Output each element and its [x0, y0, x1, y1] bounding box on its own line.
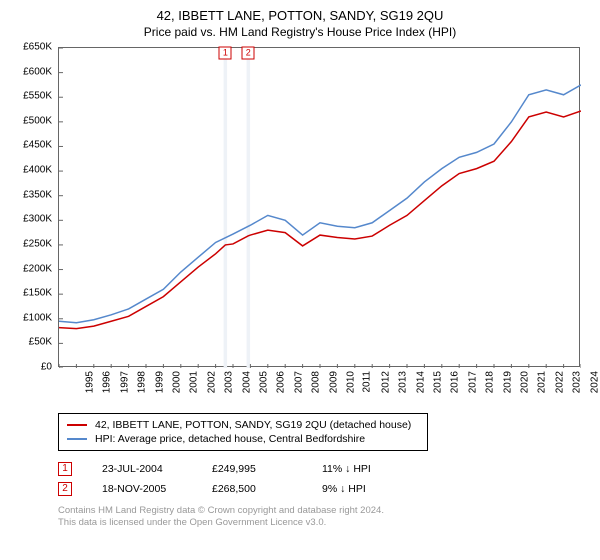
x-axis-label: 2021: [537, 371, 548, 393]
footnote: Contains HM Land Registry data © Crown c…: [58, 505, 590, 530]
x-axis-label: 1996: [102, 371, 113, 393]
x-axis-label: 2024: [589, 371, 600, 393]
sale-date: 23-JUL-2004: [102, 463, 182, 475]
plot-area: 12: [58, 47, 580, 367]
y-axis-label: £250K: [10, 238, 52, 249]
x-axis-label: 2006: [276, 371, 287, 393]
y-axis-label: £300K: [10, 214, 52, 225]
legend-label-hpi: HPI: Average price, detached house, Cent…: [95, 433, 365, 445]
sale-diff: 11% ↓ HPI: [322, 463, 402, 475]
sale-marker-1: 1: [58, 462, 72, 476]
legend-swatch-hpi: [67, 438, 87, 440]
y-axis-label: £600K: [10, 66, 52, 77]
legend-label-property: 42, IBBETT LANE, POTTON, SANDY, SG19 2QU…: [95, 419, 411, 431]
x-axis-label: 2015: [432, 371, 443, 393]
footnote-line: This data is licensed under the Open Gov…: [58, 517, 590, 529]
chart-sale-marker: 1: [219, 46, 232, 59]
table-row: 2 18-NOV-2005 £268,500 9% ↓ HPI: [58, 479, 590, 499]
x-axis-label: 2005: [258, 371, 269, 393]
x-axis-label: 2011: [362, 371, 373, 393]
y-axis-label: £500K: [10, 115, 52, 126]
sale-price: £249,995: [212, 463, 292, 475]
legend-swatch-property: [67, 424, 87, 426]
y-axis-label: £100K: [10, 312, 52, 323]
chart-sale-marker: 2: [242, 46, 255, 59]
sale-marker-2: 2: [58, 482, 72, 496]
x-axis-label: 2014: [415, 371, 426, 393]
y-axis-label: £0: [10, 362, 52, 373]
chart-area: 12 £0 £50K £100K £150K £200K £250K £300K £350K £…: [10, 47, 590, 407]
x-axis-label: 2010: [345, 371, 356, 393]
x-axis-label: 2002: [206, 371, 217, 393]
x-axis-label: 2012: [380, 371, 391, 393]
y-axis-label: £200K: [10, 263, 52, 274]
x-axis-label: 2004: [241, 371, 252, 393]
footnote-line: Contains HM Land Registry data © Crown c…: [58, 505, 590, 517]
y-axis-label: £450K: [10, 140, 52, 151]
sale-diff: 9% ↓ HPI: [322, 483, 402, 495]
y-axis-label: £50K: [10, 337, 52, 348]
chart-title: 42, IBBETT LANE, POTTON, SANDY, SG19 2QU: [10, 8, 590, 23]
y-axis-label: £400K: [10, 165, 52, 176]
x-axis-label: 2022: [554, 371, 565, 393]
x-axis-label: 1998: [136, 371, 147, 393]
legend-item-hpi: HPI: Average price, detached house, Cent…: [67, 432, 419, 446]
x-axis-label: 2020: [519, 371, 530, 393]
x-axis-label: 2019: [502, 371, 513, 393]
sale-date: 18-NOV-2005: [102, 483, 182, 495]
x-axis-label: 2016: [450, 371, 461, 393]
x-axis-label: 2023: [571, 371, 582, 393]
x-axis-label: 1995: [84, 371, 95, 393]
plot-svg: [59, 48, 581, 368]
x-axis-label: 2009: [328, 371, 339, 393]
sale-price: £268,500: [212, 483, 292, 495]
y-axis-label: £550K: [10, 91, 52, 102]
x-axis-label: 2003: [223, 371, 234, 393]
table-row: 1 23-JUL-2004 £249,995 11% ↓ HPI: [58, 459, 590, 479]
x-axis-label: 2018: [484, 371, 495, 393]
x-axis-label: 2017: [467, 371, 478, 393]
x-axis-label: 2013: [397, 371, 408, 393]
chart-container: 42, IBBETT LANE, POTTON, SANDY, SG19 2QU…: [0, 0, 600, 560]
x-axis-label: 2001: [189, 371, 200, 393]
x-axis-label: 1999: [154, 371, 165, 393]
x-axis-label: 2008: [310, 371, 321, 393]
x-axis-label: 1997: [119, 371, 130, 393]
chart-subtitle: Price paid vs. HM Land Registry's House …: [10, 25, 590, 39]
y-axis-label: £150K: [10, 288, 52, 299]
x-axis-label: 2000: [171, 371, 182, 393]
sales-table: 1 23-JUL-2004 £249,995 11% ↓ HPI 2 18-NO…: [58, 459, 590, 499]
x-axis-label: 2007: [293, 371, 304, 393]
legend-item-property: 42, IBBETT LANE, POTTON, SANDY, SG19 2QU…: [67, 418, 419, 432]
y-axis-label: £350K: [10, 189, 52, 200]
y-axis-label: £650K: [10, 42, 52, 53]
legend: 42, IBBETT LANE, POTTON, SANDY, SG19 2QU…: [58, 413, 428, 451]
